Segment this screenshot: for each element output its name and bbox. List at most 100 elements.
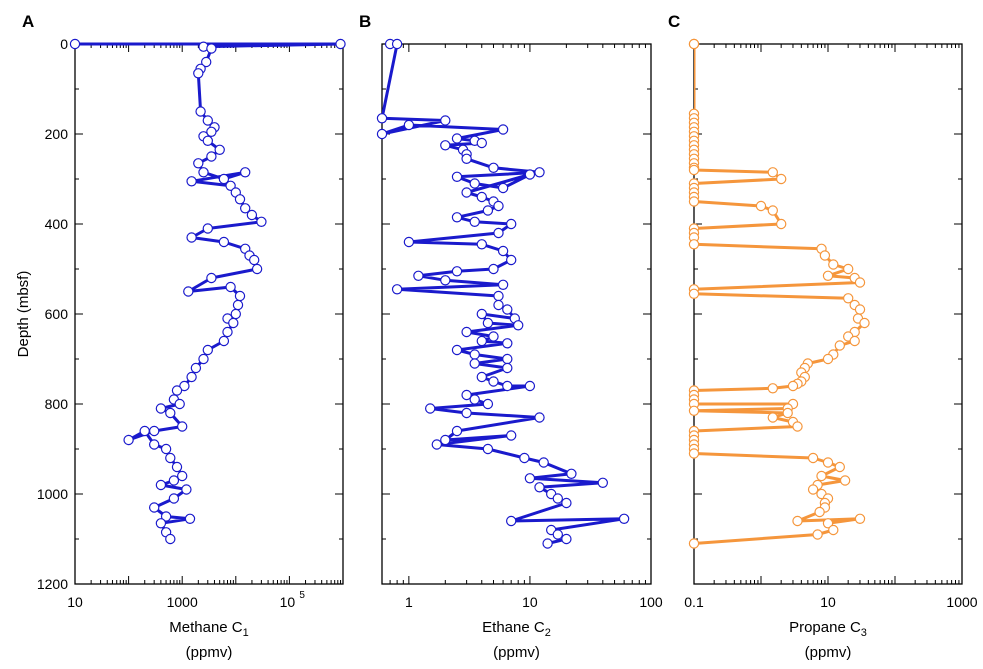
- data-point: [139, 425, 150, 437]
- data-point: [376, 113, 388, 124]
- data-point: [524, 473, 536, 484]
- data-point: [854, 304, 866, 315]
- data-point: [148, 425, 160, 437]
- data-point: [425, 403, 436, 414]
- data-point: [256, 216, 267, 227]
- data-point: [225, 180, 236, 191]
- data-point: [461, 187, 472, 198]
- x-tick-label: 1000: [167, 594, 198, 610]
- data-point: [814, 506, 825, 518]
- x-tick-label: 0.1: [684, 594, 704, 610]
- x-axis-units: (ppmv): [186, 644, 233, 661]
- data-point: [165, 533, 176, 545]
- x-tick-label: 1: [405, 594, 413, 610]
- data-point: [160, 511, 172, 522]
- y-tick-label: 200: [45, 126, 69, 142]
- y-tick-label: 1200: [37, 576, 68, 592]
- data-point: [469, 178, 480, 189]
- data-point: [482, 317, 494, 329]
- x-axis-units: (ppmv): [805, 644, 852, 661]
- data-point: [171, 461, 183, 473]
- x-axis-title-subscript: 1: [243, 627, 249, 639]
- data-point: [469, 216, 480, 227]
- data-point: [171, 385, 183, 396]
- x-tick-label: 10: [522, 594, 538, 610]
- data-point: [155, 479, 167, 491]
- data-point: [148, 439, 160, 450]
- data-point: [767, 167, 779, 178]
- data-point: [184, 513, 196, 525]
- data-point: [230, 308, 241, 320]
- data-point: [193, 158, 204, 169]
- data-point: [839, 475, 851, 486]
- data-point: [174, 398, 185, 410]
- data-point: [476, 308, 487, 320]
- data-point: [440, 140, 451, 151]
- data-point: [513, 320, 524, 331]
- data-point: [859, 317, 870, 329]
- x-axis-units: (ppmv): [493, 644, 540, 661]
- data-point: [482, 398, 494, 410]
- data-point: [476, 335, 487, 347]
- x-axis-title: Methane C1: [169, 619, 249, 639]
- x-tick-label: 1000: [946, 594, 977, 610]
- data-point: [155, 518, 167, 529]
- data-point: [506, 515, 517, 527]
- data-point: [488, 263, 499, 275]
- data-point: [776, 173, 787, 185]
- data-point: [597, 477, 609, 488]
- data-point: [476, 191, 487, 203]
- data-point: [469, 349, 480, 360]
- data-point: [493, 290, 504, 302]
- panel-letter: C: [668, 12, 680, 31]
- data-point: [206, 126, 217, 138]
- data-point: [451, 344, 463, 356]
- data-point: [767, 412, 779, 423]
- data-point: [834, 461, 846, 473]
- data-point: [248, 254, 260, 266]
- data-point: [552, 493, 564, 504]
- panel-c: 0.1 10 1000 C Propane C3 (ppmv): [668, 12, 978, 661]
- data-point: [755, 200, 767, 212]
- data-point: [524, 380, 536, 392]
- data-point: [218, 236, 230, 248]
- x-axis-title-text: Ethane C: [482, 619, 545, 636]
- data-point: [239, 167, 251, 178]
- data-point: [440, 275, 451, 286]
- data-point: [538, 457, 549, 468]
- y-tick-label: 600: [45, 306, 69, 322]
- data-point: [165, 407, 176, 419]
- data-point: [849, 335, 860, 347]
- data-point: [476, 137, 487, 149]
- data-point: [854, 277, 866, 288]
- panel-letter: B: [359, 12, 371, 31]
- data-point: [502, 304, 513, 315]
- data-point: [198, 353, 209, 365]
- data-point: [542, 538, 553, 549]
- x-axis-title-text: Propane C: [789, 619, 861, 636]
- data-point: [792, 515, 803, 527]
- data-point: [488, 331, 499, 342]
- data-point: [834, 340, 846, 351]
- data-point: [218, 173, 230, 185]
- data-point: [391, 284, 403, 295]
- data-point: [195, 106, 206, 117]
- data-point: [160, 443, 172, 455]
- data-point: [502, 338, 513, 349]
- x-tick-label: 10: [280, 594, 296, 610]
- data-point: [222, 326, 233, 338]
- data-point: [688, 405, 700, 416]
- data-point: [202, 344, 213, 356]
- x-axis-title: Propane C3: [789, 619, 867, 639]
- data-point: [451, 171, 463, 182]
- data-point: [506, 430, 517, 441]
- data-point: [534, 482, 545, 493]
- data-point: [688, 38, 700, 50]
- y-tick-label: 1000: [37, 486, 68, 502]
- data-point: [440, 434, 451, 446]
- data-point: [251, 263, 263, 275]
- panel-letter: A: [22, 12, 34, 31]
- data-point: [451, 133, 463, 144]
